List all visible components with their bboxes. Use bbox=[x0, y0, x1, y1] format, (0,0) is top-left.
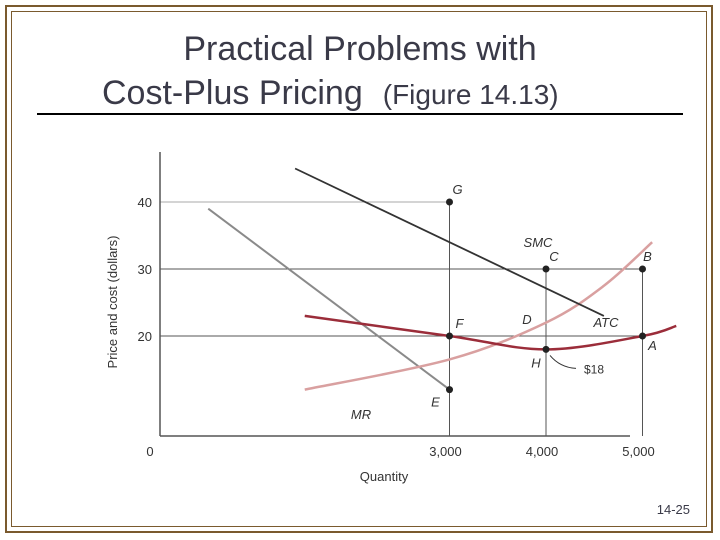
slide-outer-border bbox=[5, 5, 713, 533]
curve-label-atc: ATC bbox=[592, 315, 619, 330]
point-h bbox=[542, 345, 550, 353]
slide-inner-border bbox=[11, 11, 707, 527]
point-label-a: A bbox=[647, 338, 657, 353]
curve-labels: G C B F H A E SMC ATC MR D $18 bbox=[351, 182, 657, 422]
curve-label-mr: MR bbox=[351, 407, 371, 422]
curve-label-d: D bbox=[522, 312, 531, 327]
slide-title-line1: Practical Problems with bbox=[183, 30, 537, 68]
y-tick-label: 30 bbox=[138, 262, 152, 277]
point-e bbox=[446, 386, 453, 394]
point-g bbox=[446, 198, 453, 206]
x-tick-label: 3,000 bbox=[429, 444, 462, 459]
curve-d bbox=[294, 167, 605, 317]
curves bbox=[207, 167, 677, 391]
curve-mr bbox=[207, 207, 451, 391]
axes bbox=[159, 152, 630, 437]
x-axis-label: Quantity bbox=[360, 469, 409, 484]
x-tick-label: 4,000 bbox=[526, 444, 559, 459]
x-tick-label: 0 bbox=[146, 444, 153, 459]
point-label-g: G bbox=[452, 182, 462, 197]
point-f bbox=[446, 332, 453, 340]
point-label-c: C bbox=[549, 249, 559, 264]
y-axis-label: Price and cost (dollars) bbox=[105, 236, 120, 369]
point-c bbox=[542, 265, 550, 273]
point-label-h: H bbox=[531, 355, 541, 370]
y-tick-label: 20 bbox=[138, 329, 152, 344]
points bbox=[446, 198, 646, 394]
point-b bbox=[639, 265, 646, 273]
curve-label-smc: SMC bbox=[524, 235, 554, 250]
point-label-e: E bbox=[431, 395, 440, 410]
slide-title-main: Cost-Plus Pricing bbox=[102, 74, 363, 112]
y-tick-label: 40 bbox=[138, 195, 152, 210]
point-label-b: B bbox=[643, 249, 652, 264]
annotation-leader-line bbox=[549, 355, 577, 369]
x-tick-label: 5,000 bbox=[622, 444, 655, 459]
title-underline bbox=[37, 113, 683, 115]
annotation-price-18: $18 bbox=[584, 362, 604, 376]
slide-title-figure-ref: (Figure 14.13) bbox=[382, 79, 559, 110]
curve-smc bbox=[304, 241, 653, 391]
point-label-f: F bbox=[456, 316, 465, 331]
point-a bbox=[639, 332, 646, 340]
guide-lines bbox=[160, 201, 643, 436]
curve-atc bbox=[304, 314, 677, 351]
tick-labels: 40 30 20 0 3,000 4,000 5,000 bbox=[138, 195, 655, 459]
slide-title-line2: Cost-Plus Pricing (Figure 14.13) bbox=[102, 74, 559, 113]
slide-number: 14-25 bbox=[656, 502, 690, 517]
